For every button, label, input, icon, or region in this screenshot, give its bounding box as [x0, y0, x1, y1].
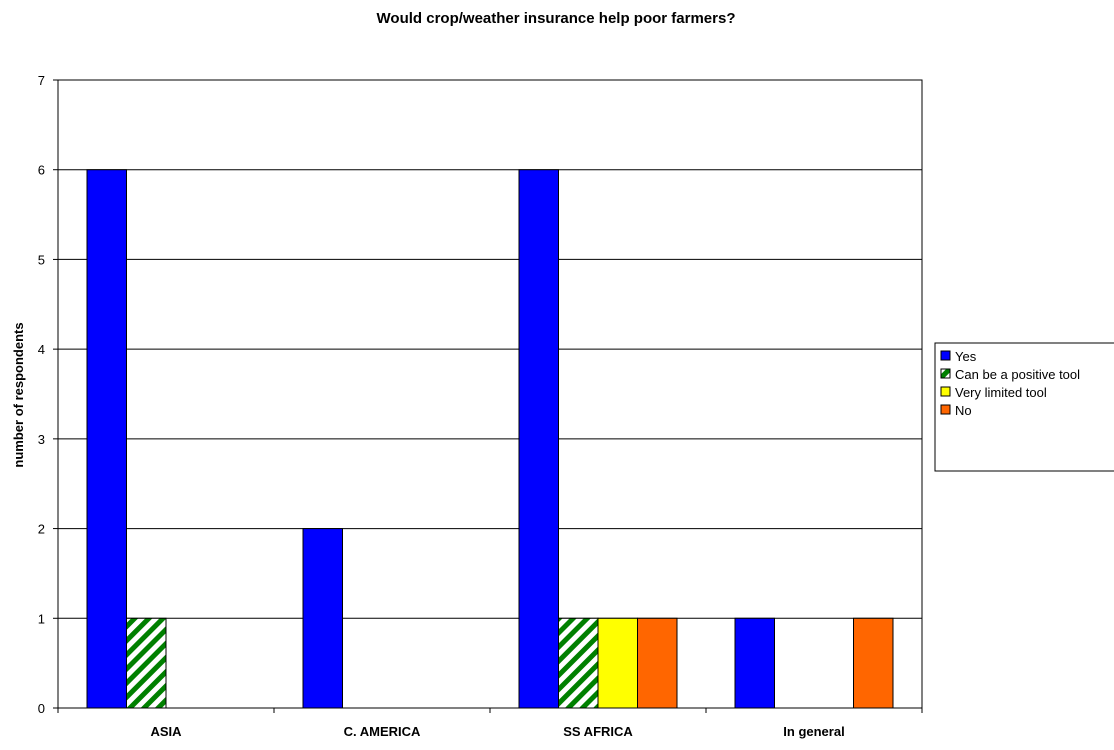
y-tick-label: 1 [38, 611, 45, 626]
legend-swatch [940, 404, 951, 415]
bar-yes-c-america [302, 528, 343, 709]
bar-yes-ss-africa [518, 169, 559, 709]
legend-label: No [955, 403, 972, 418]
bar-can-be-a-positive-tool-asia [126, 617, 167, 709]
legend-swatch [940, 350, 951, 361]
legend-label: Can be a positive tool [955, 367, 1080, 382]
gridlines [57, 79, 923, 709]
x-tick-label: ASIA [150, 724, 182, 739]
legend: Yes Can be a positive tool Very limited to… [934, 342, 1114, 472]
y-axis-label: number of respondents [11, 322, 26, 467]
bar-yes-in-general [734, 617, 775, 709]
y-tick-label: 6 [38, 163, 45, 178]
y-tick-label: 2 [38, 522, 45, 537]
bar-very-limited-tool-ss-africa [597, 617, 638, 709]
legend-label: Yes [955, 349, 977, 364]
x-tick-label: SS AFRICA [563, 724, 633, 739]
chart-title: Would crop/weather insurance help poor f… [377, 10, 736, 27]
y-tick-label: 7 [38, 73, 45, 88]
x-tick-label: In general [783, 724, 844, 739]
y-tick-label: 5 [38, 252, 45, 267]
axes: 0 1 2 3 4 5 6 7 ASIA C. AMERICA SS AFRICA In genera… [38, 73, 923, 739]
legend-swatch [940, 368, 951, 379]
x-tick-label: C. AMERICA [344, 724, 421, 739]
legend-swatch [940, 386, 951, 397]
legend-box [934, 342, 1114, 472]
plot-area [57, 79, 923, 709]
bar-can-be-a-positive-tool-ss-africa [558, 617, 599, 709]
bars [86, 169, 894, 709]
bar-no-ss-africa [637, 617, 678, 709]
y-tick-label: 3 [38, 432, 45, 447]
y-tick-label: 4 [38, 342, 45, 357]
bar-yes-asia [86, 169, 127, 709]
legend-label: Very limited tool [955, 385, 1047, 400]
bar-no-in-general [853, 617, 894, 709]
y-tick-label: 0 [38, 701, 45, 716]
